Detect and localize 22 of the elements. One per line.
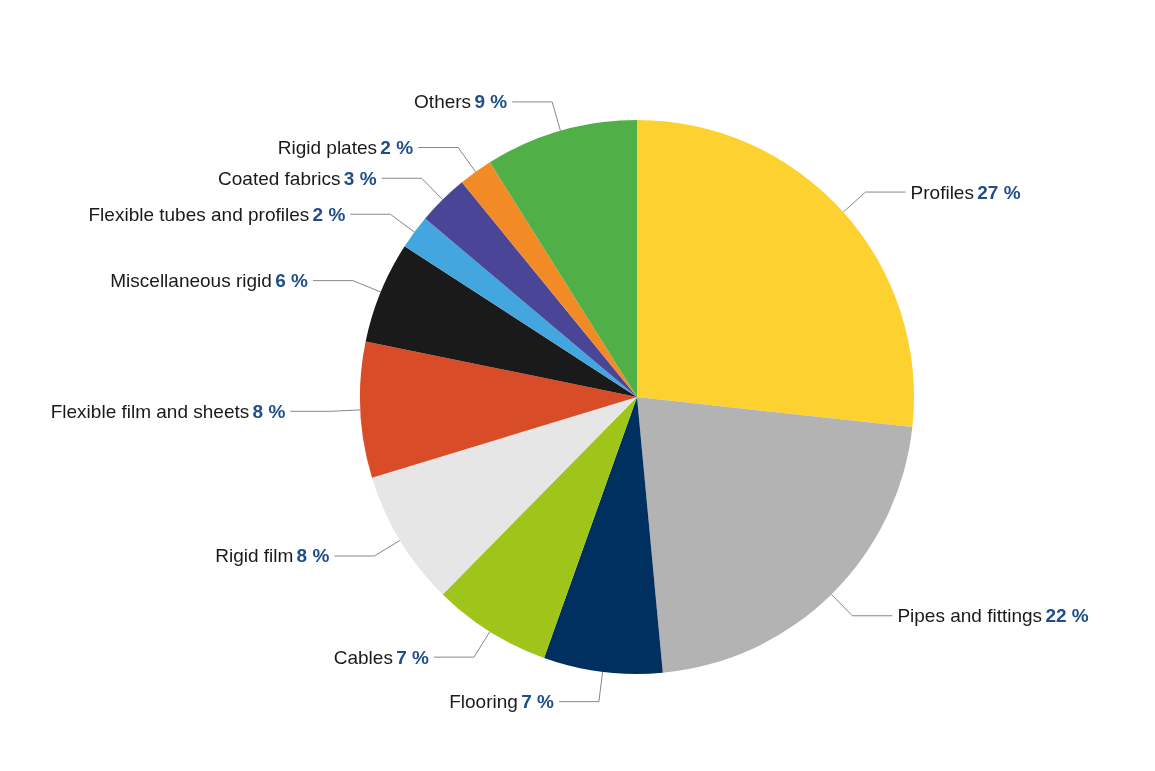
data-label: 2 % [312, 203, 346, 225]
slice-label: Flooring [449, 691, 518, 713]
slice-label: Miscellaneous rigid [110, 270, 272, 292]
data-label: 8 % [252, 400, 286, 422]
data-label: 7 % [396, 646, 430, 668]
data-label: 8 % [296, 545, 330, 567]
slice-label: Pipes and fittings [897, 605, 1043, 627]
slice-label: Flexible film and sheets [50, 400, 250, 422]
slice-label: Others [414, 91, 472, 113]
data-label: 9 % [474, 91, 508, 113]
data-label: 7 % [521, 691, 554, 713]
slice-label: Profiles [910, 181, 974, 203]
data-label: 27 % [977, 181, 1021, 203]
data-label: 22 % [1045, 605, 1089, 627]
slice-label: Flexible tubes and profiles [88, 203, 310, 225]
slice-label: Coated fabrics [218, 167, 341, 189]
slice-label: Rigid film [215, 545, 294, 567]
data-label: 6 % [275, 270, 309, 292]
slice-label: Cables [333, 646, 393, 668]
data-label: 3 % [343, 167, 377, 189]
data-label: 2 % [380, 137, 414, 159]
slice-label: Rigid plates [277, 137, 378, 159]
